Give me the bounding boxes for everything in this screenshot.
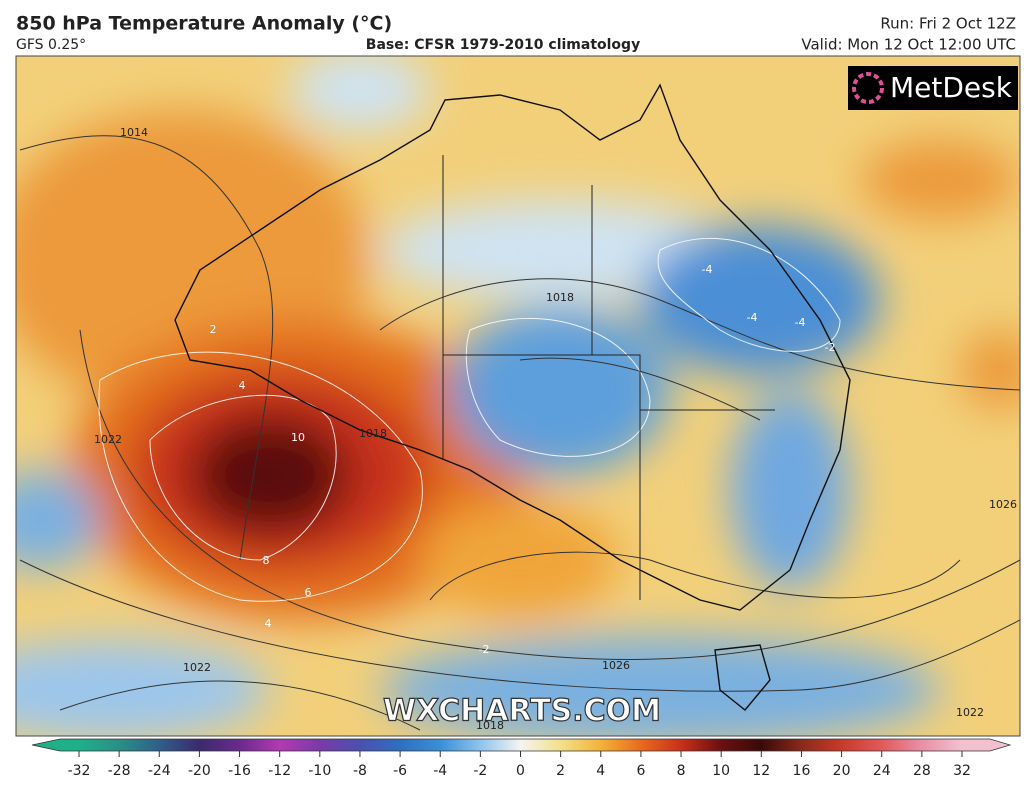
map: 1014 1018 1022 1022 1026 1026 1022 1018 1018 10 8 6… bbox=[16, 56, 1020, 736]
colorbar-tick-label: 2 bbox=[556, 763, 565, 779]
logo-box bbox=[848, 66, 1018, 110]
isobars bbox=[19, 135, 1020, 731]
contour-label: 1022 bbox=[183, 661, 211, 674]
colorbar-tick-label: -4 bbox=[433, 763, 447, 779]
logo-icon bbox=[852, 72, 884, 104]
colorbar-tick-label: -20 bbox=[188, 763, 211, 779]
colorbar-ticks: -32 -28 -24 -20 -16 -12 -10 -8 -6 -4 -2 0 2 4 6 8 10 12 16… bbox=[68, 751, 971, 779]
contour-label: 1022 bbox=[94, 433, 122, 446]
anomaly-field bbox=[16, 56, 1020, 736]
anomaly-contours bbox=[98, 237, 841, 602]
contour-label: 1022 bbox=[956, 706, 984, 719]
colorbar-tick-label: -28 bbox=[108, 763, 131, 779]
contour-labels: 1014 1018 1022 1022 1026 1026 1022 1018 1018 10 8 6… bbox=[94, 126, 1017, 732]
colorbar-tick-label: -6 bbox=[393, 763, 407, 779]
base: Base: CFSR 1979-2010 climatology bbox=[366, 37, 640, 53]
colorbar-tick-label: 28 bbox=[913, 763, 931, 779]
colorbar-tick-label: 6 bbox=[636, 763, 645, 779]
title: 850 hPa Temperature Anomaly (°C) bbox=[16, 13, 392, 35]
watermark: WXCHARTS.COM bbox=[383, 694, 661, 729]
contour-label: 6 bbox=[305, 586, 312, 599]
colorbar-tick-label: -16 bbox=[228, 763, 251, 779]
colorbar-tick-label: 8 bbox=[677, 763, 686, 779]
tasmania-coastline bbox=[714, 644, 771, 711]
contour-label: 4 bbox=[265, 617, 272, 630]
colorbar-tick-label: 16 bbox=[793, 763, 811, 779]
colorbar-tick-label: -8 bbox=[353, 763, 367, 779]
contour-label: 4 bbox=[239, 379, 246, 392]
map-frame bbox=[15, 55, 1021, 737]
model: GFS 0.25° bbox=[16, 37, 86, 53]
contour-label: 8 bbox=[263, 554, 270, 567]
contour-label: -4 bbox=[795, 316, 806, 329]
state-borders bbox=[442, 155, 775, 600]
contour-label: 1018 bbox=[546, 291, 574, 304]
colorbar-tick-label: 0 bbox=[516, 763, 525, 779]
colorbar-tick-label: -32 bbox=[68, 763, 91, 779]
colorbar-tick-label: -10 bbox=[308, 763, 331, 779]
contour-label: -2 bbox=[479, 643, 490, 656]
colorbar-tick-label: 12 bbox=[752, 763, 770, 779]
colorbar-tick-label: 4 bbox=[596, 763, 605, 779]
valid: Valid: Mon 12 Oct 12:00 UTC bbox=[801, 36, 1016, 54]
colorbar-tick-label: 20 bbox=[833, 763, 851, 779]
colorbar-tick-label: 24 bbox=[873, 763, 891, 779]
contour-label: 1018 bbox=[359, 427, 387, 440]
contour-label: 1014 bbox=[120, 126, 148, 139]
contour-label: -4 bbox=[702, 263, 713, 276]
logo-text: MetDesk bbox=[890, 71, 1013, 104]
contour-label: 10 bbox=[291, 431, 305, 444]
contour-label: -4 bbox=[747, 311, 758, 324]
colorbar bbox=[31, 738, 1012, 752]
contour-label: 1026 bbox=[602, 659, 630, 672]
contour-label: -2 bbox=[825, 341, 836, 354]
colorbar-tick-label: -24 bbox=[148, 763, 171, 779]
contour-label: 2 bbox=[210, 323, 217, 336]
contour-label: 1018 bbox=[476, 719, 504, 732]
colorbar-tick-label: 10 bbox=[712, 763, 730, 779]
colorbar-tick-label: 32 bbox=[953, 763, 971, 779]
contour-label: 1026 bbox=[989, 498, 1017, 511]
colorbar-tick-label: -2 bbox=[473, 763, 487, 779]
run: Run: Fri 2 Oct 12Z bbox=[880, 15, 1016, 33]
coastline bbox=[174, 83, 851, 611]
colorbar-tick-label: -12 bbox=[268, 763, 291, 779]
